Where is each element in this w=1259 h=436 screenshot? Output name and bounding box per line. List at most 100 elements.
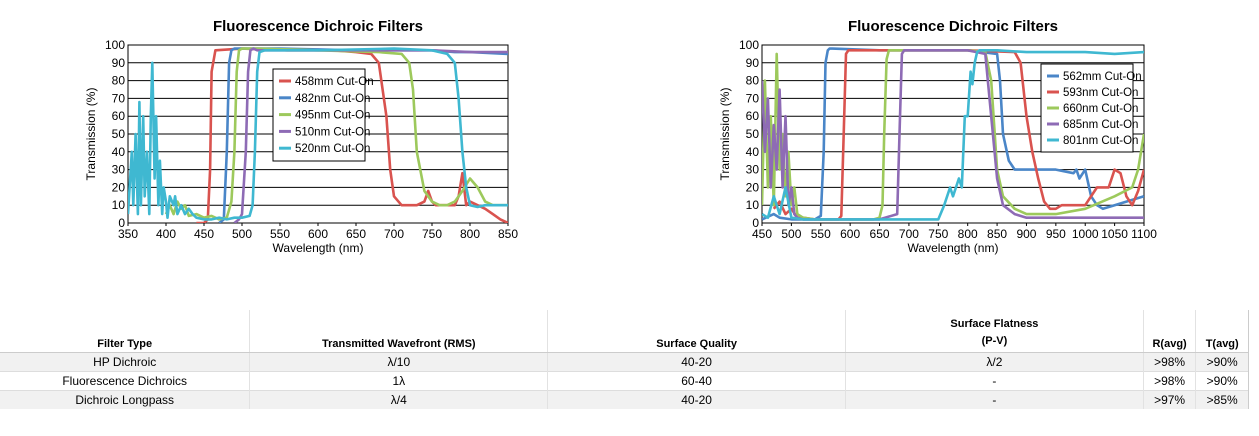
y-tick-label: 70 [112,91,126,105]
y-tick-label: 30 [112,163,126,177]
x-tick-label: 800 [460,227,480,241]
x-tick-label: 1050 [1101,227,1128,241]
x-tick-label: 850 [498,227,518,241]
x-tick-label: 450 [194,227,214,241]
y-axis-label: Transmission (%) [718,88,732,181]
x-tick-label: 550 [270,227,290,241]
chart-right: Fluorescence Dichroic Filters 0 10 20 30 40 50… [708,0,1178,270]
legend-label: 520nm Cut-On [295,143,370,155]
cell-filter-type: Fluorescence Dichroics [0,371,250,391]
x-tick-label: 850 [987,227,1007,241]
x-tick-label: 650 [346,227,366,241]
header-t-avg: T(avg) [1195,310,1249,353]
cell-surface-flatness: - [845,371,1144,391]
x-tick-label: 950 [1046,227,1066,241]
cell-t-avg: >90% [1195,352,1249,372]
cell-wavefront: 1λ [249,371,548,391]
legend-label: 685nm Cut-On [1063,119,1138,131]
header-surface-quality: Surface Quality [547,310,846,353]
x-tick-label: 1000 [1072,227,1099,241]
chart-title: Fluorescence Dichroic Filters [848,18,1058,35]
header-surface-flatness: Surface Flatness (P-V) [845,310,1144,353]
y-tick-label: 70 [746,91,760,105]
cell-wavefront: λ/10 [249,352,548,372]
cell-surface-quality: 40-20 [547,390,846,409]
chart-left: Fluorescence Dichroic Filters 0 10 20 30 40 50… [75,0,545,270]
x-axis-label: Wavelength (nm) [908,241,999,255]
cell-t-avg: >85% [1195,390,1249,409]
x-tick-label: 600 [308,227,328,241]
y-tick-label: 50 [746,127,760,141]
x-tick-label: 900 [1016,227,1036,241]
x-tick-label: 750 [928,227,948,241]
series-line-4 [762,49,1144,221]
cell-surface-quality: 60-40 [547,371,846,391]
x-tick-label: 650 [870,227,890,241]
cell-surface-flatness: λ/2 [845,352,1144,372]
cell-surface-flatness: - [845,390,1144,409]
x-tick-label: 600 [840,227,860,241]
x-tick-label: 700 [384,227,404,241]
table-row: HP Dichroic λ/10 40-20 λ/2 >98% >90% [0,352,1249,372]
legend-label: 660nm Cut-On [1063,103,1138,115]
cell-r-avg: >98% [1142,371,1196,391]
x-tick-label: 700 [899,227,919,241]
cell-r-avg: >98% [1142,352,1196,372]
y-tick-label: 80 [746,74,760,88]
cell-r-avg: >97% [1142,390,1196,409]
y-tick-label: 100 [739,38,759,52]
x-tick-label: 1100 [1131,227,1157,241]
y-tick-label: 0 [118,216,125,230]
y-tick-label: 0 [752,216,759,230]
x-tick-label: 750 [422,227,442,241]
x-axis-label: Wavelength (nm) [273,241,364,255]
specs-header-row: Filter Type Transmitted Wavefront (RMS) … [0,310,1249,353]
cell-filter-type: HP Dichroic [0,352,250,372]
series-line-0 [196,47,508,223]
table-row: Dichroic Longpass λ/4 40-20 - >97% >85% [0,390,1249,409]
chart-title: Fluorescence Dichroic Filters [213,18,423,35]
legend-label: 562mm Cut-On [1063,71,1142,83]
legend-label: 458mm Cut-On [295,76,374,88]
legend-label: 593nm Cut-On [1063,87,1138,99]
x-tick-label: 800 [958,227,978,241]
y-tick-label: 50 [112,127,126,141]
cell-wavefront: λ/4 [249,390,548,409]
cell-surface-quality: 40-20 [547,352,846,372]
y-tick-label: 30 [746,163,760,177]
specs-table: Filter Type Transmitted Wavefront (RMS) … [0,310,1249,409]
y-tick-label: 10 [112,198,126,212]
series-line-2 [762,49,1144,221]
x-tick-label: 450 [752,227,772,241]
legend-label: 495nm Cut-On [295,110,370,122]
chart-right-svg: Fluorescence Dichroic Filters 0 10 20 30 40 50… [718,18,1157,255]
legend-label: 801nm Cut-On [1063,135,1138,147]
header-filter-type: Filter Type [0,310,250,353]
x-tick-label: 500 [781,227,801,241]
x-tick-label: 500 [232,227,252,241]
x-tick-label: 550 [811,227,831,241]
header-r-avg: R(avg) [1142,310,1196,353]
legend-label: 510nm Cut-On [295,126,370,138]
y-tick-label: 80 [112,74,126,88]
y-tick-label: 10 [746,198,760,212]
y-tick-label: 40 [112,145,126,159]
x-tick-label: 350 [118,227,138,241]
cell-filter-type: Dichroic Longpass [0,390,250,409]
y-tick-label: 60 [746,109,760,123]
header-transmitted-wavefront: Transmitted Wavefront (RMS) [249,310,548,353]
x-tick-label: 400 [156,227,176,241]
legend-label: 482nm Cut-On [295,93,370,105]
y-tick-label: 60 [112,109,126,123]
y-tick-label: 90 [112,56,126,70]
cell-t-avg: >90% [1195,371,1249,391]
y-tick-label: 20 [112,180,126,194]
table-row: Fluorescence Dichroics 1λ 60-40 - >98% >… [0,371,1249,391]
series-line-4 [128,47,508,221]
y-tick-label: 20 [746,180,760,194]
y-axis-label: Transmission (%) [84,88,98,181]
y-tick-label: 90 [746,56,760,70]
y-tick-label: 100 [105,38,125,52]
chart-left-svg: Fluorescence Dichroic Filters 0 10 20 30 40 50… [84,18,518,255]
y-tick-label: 40 [746,145,760,159]
